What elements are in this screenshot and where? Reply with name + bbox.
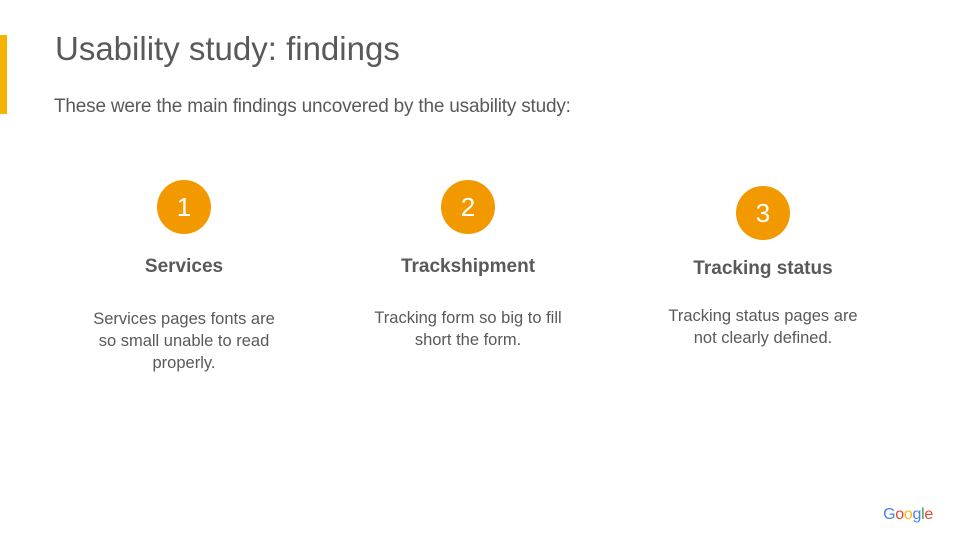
number-badge: 3 bbox=[736, 186, 790, 240]
finding-heading: Tracking status bbox=[693, 258, 833, 279]
logo-letter: e bbox=[924, 506, 933, 523]
number-badge: 2 bbox=[441, 180, 495, 234]
logo-letter: o bbox=[895, 506, 904, 523]
number-badge: 1 bbox=[157, 180, 211, 234]
finding-heading: Trackshipment bbox=[400, 256, 536, 277]
finding-description: Tracking form so big to fill short the f… bbox=[374, 309, 562, 349]
slide-subtitle: These were the main findings uncovered b… bbox=[54, 96, 571, 117]
logo-letter: G bbox=[883, 506, 896, 523]
accent-bar bbox=[0, 35, 7, 114]
slide-title: Usability study: findings bbox=[55, 30, 400, 67]
finding-card: 2 Trackshipment Tracking form so big to … bbox=[348, 180, 588, 351]
finding-heading: Services bbox=[144, 256, 224, 277]
logo-letter: g bbox=[912, 506, 922, 523]
finding-description: Tracking status pages are not clearly de… bbox=[668, 307, 858, 347]
finding-description: Services pages fonts are so small unable… bbox=[93, 310, 275, 372]
logo-letter: l bbox=[921, 506, 925, 523]
logo-letter: o bbox=[903, 506, 913, 523]
google-logo: Google bbox=[883, 506, 933, 524]
finding-card: 3 Tracking status Tracking status pages … bbox=[643, 186, 883, 349]
finding-card: 1 Services Services pages fonts are so s… bbox=[64, 180, 304, 374]
